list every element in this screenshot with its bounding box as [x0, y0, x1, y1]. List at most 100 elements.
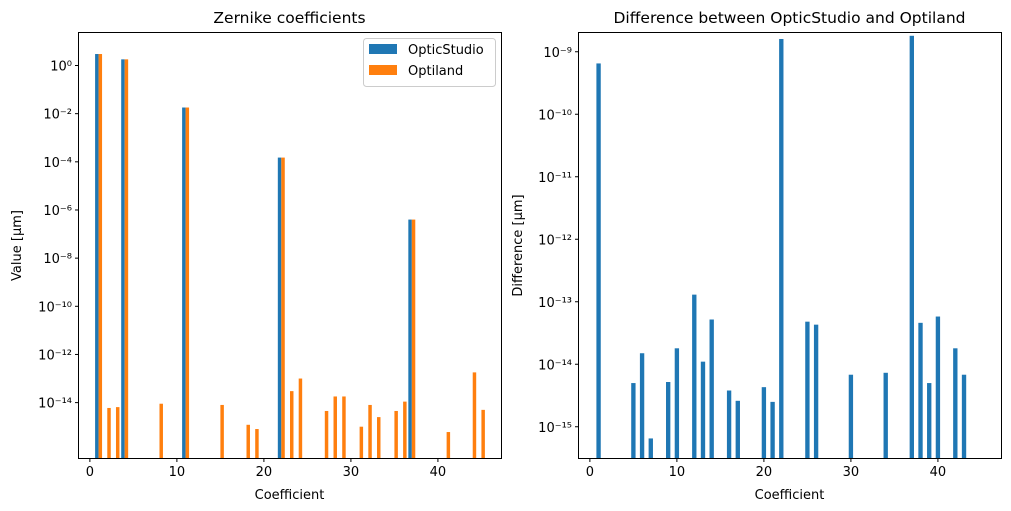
bar-opticstudio-1: [95, 54, 99, 459]
bar-difference-26: [813, 324, 819, 458]
difference-chart: Difference between OpticStudio and Optil…: [511, 9, 1002, 503]
bar-difference-14: [709, 319, 714, 458]
y-tick-label: 10⁻¹²: [38, 348, 72, 363]
bar-optiland-15: [220, 404, 224, 458]
legend-swatch-opticstudio: [369, 44, 397, 54]
bar-optiland-28: [333, 396, 337, 458]
y-tick-label: 10⁻¹⁰: [38, 300, 72, 315]
bar-optiland-35: [394, 410, 398, 458]
bar-optiland-3: [115, 407, 120, 458]
bar-optiland-19: [255, 429, 259, 458]
bars: [95, 54, 485, 459]
bar-optiland-23: [290, 391, 294, 458]
x-tick-label: 30: [843, 465, 860, 480]
bar-opticstudio-11: [182, 107, 186, 459]
x-tick-label: 30: [343, 465, 360, 480]
y-tick-label: 10⁻²: [43, 108, 72, 123]
x-tick-label: 0: [86, 465, 94, 480]
y-ticks: 10⁻⁹ 10⁻¹⁰ 10⁻¹¹ 10⁻¹² 10⁻¹³ 10⁻¹⁴ 10⁻¹⁵: [538, 46, 579, 436]
y-tick-label: 10⁻¹¹: [538, 171, 572, 186]
bar-opticstudio-37: [408, 219, 412, 458]
x-tick-label: 40: [430, 465, 447, 480]
bar-optiland-4: [124, 59, 129, 459]
x-tick-label: 20: [256, 465, 273, 480]
y-tick-label: 10⁻¹⁵: [538, 421, 572, 436]
bar-optiland-45: [481, 409, 485, 458]
x-ticks: 0 10 20 30 40: [86, 458, 446, 480]
plot-frame: [578, 32, 1002, 459]
y-tick-label: 10⁻¹⁴: [538, 358, 572, 373]
bar-difference-39: [927, 383, 932, 458]
bar-optiland-44: [472, 372, 477, 458]
y-tick-label: 10⁻⁸: [43, 252, 72, 267]
y-tick-label: 10⁻¹²: [538, 233, 572, 248]
y-axis-label: Value [µm]: [10, 210, 25, 281]
bar-optiland-29: [342, 396, 346, 458]
y-tick-label: 10⁻¹⁴: [38, 397, 72, 412]
bar-optiland-11: [185, 107, 190, 459]
bar-difference-17: [735, 400, 740, 458]
x-axis-label: Coefficient: [755, 488, 825, 503]
bar-difference-34: [883, 372, 888, 458]
bar-optiland-36: [403, 401, 407, 458]
bar-optiland-2: [107, 407, 111, 458]
bar-difference-25: [805, 321, 810, 458]
bar-difference-43: [961, 374, 967, 458]
y-ticks: 10⁰ 10⁻² 10⁻⁴ 10⁻⁶ 10⁻⁸ 10⁻¹⁰ 10⁻¹² 10⁻¹⁴: [38, 60, 79, 412]
bar-difference-37: [909, 35, 914, 459]
bar-difference-42: [953, 348, 958, 458]
bar-difference-12: [692, 294, 697, 458]
bar-optiland-31: [359, 426, 364, 458]
y-tick-label: 10⁻⁴: [43, 156, 72, 171]
bar-opticstudio-22: [277, 157, 282, 458]
bar-difference-6: [639, 353, 645, 458]
x-ticks: 0 10 20 30 40: [586, 458, 946, 480]
bar-optiland-37: [411, 219, 416, 458]
y-tick-label: 10⁻⁶: [43, 204, 72, 219]
bar-difference-9: [666, 382, 671, 458]
bar-difference-7: [648, 438, 653, 458]
bar-difference-38: [918, 322, 923, 458]
x-axis-label: Coefficient: [255, 488, 325, 503]
y-tick-label: 10⁻¹³: [538, 296, 572, 311]
legend-swatch-optiland: [369, 65, 397, 75]
x-tick-label: 0: [586, 465, 594, 480]
bar-difference-1: [596, 63, 601, 458]
bar-optiland-22: [281, 157, 285, 458]
legend-label-opticstudio: OpticStudio: [408, 43, 484, 58]
bar-difference-20: [761, 387, 767, 458]
x-tick-label: 10: [669, 465, 686, 480]
bar-optiland-18: [246, 424, 250, 458]
legend: OpticStudio Optiland: [363, 38, 496, 87]
legend-label-optiland: Optiland: [408, 64, 463, 79]
zernike-coefficients-chart: Zernike coefficients 0 10 20 30 40 10⁰10⁻²10…: [10, 9, 502, 503]
bar-difference-22: [779, 38, 784, 459]
plot-frame: [78, 32, 502, 459]
x-tick-label: 20: [756, 465, 773, 480]
y-axis-label: Difference [µm]: [511, 194, 526, 296]
bar-optiland-41: [446, 432, 451, 458]
x-tick-label: 40: [930, 465, 947, 480]
bar-optiland-8: [159, 403, 163, 458]
bar-difference-21: [770, 401, 775, 458]
y-tick-label: 10⁰: [50, 60, 72, 75]
bar-opticstudio-4: [121, 59, 125, 459]
bar-difference-5: [631, 383, 636, 458]
bar-difference-10: [674, 348, 680, 458]
chart-title: Difference between OpticStudio and Optil…: [613, 9, 965, 27]
bar-difference-40: [935, 316, 941, 458]
bar-optiland-33: [377, 417, 381, 458]
bar-optiland-1: [98, 54, 103, 459]
x-tick-label: 10: [169, 465, 186, 480]
bar-optiland-32: [368, 404, 372, 458]
y-tick-label: 10⁻¹⁰: [538, 108, 572, 123]
bars: [596, 35, 967, 459]
bar-optiland-27: [324, 410, 329, 458]
bar-difference-30: [848, 374, 854, 458]
y-tick-label: 10⁻⁹: [543, 46, 572, 61]
bar-difference-13: [700, 361, 706, 458]
bar-optiland-24: [298, 378, 303, 458]
bar-difference-16: [726, 390, 732, 458]
